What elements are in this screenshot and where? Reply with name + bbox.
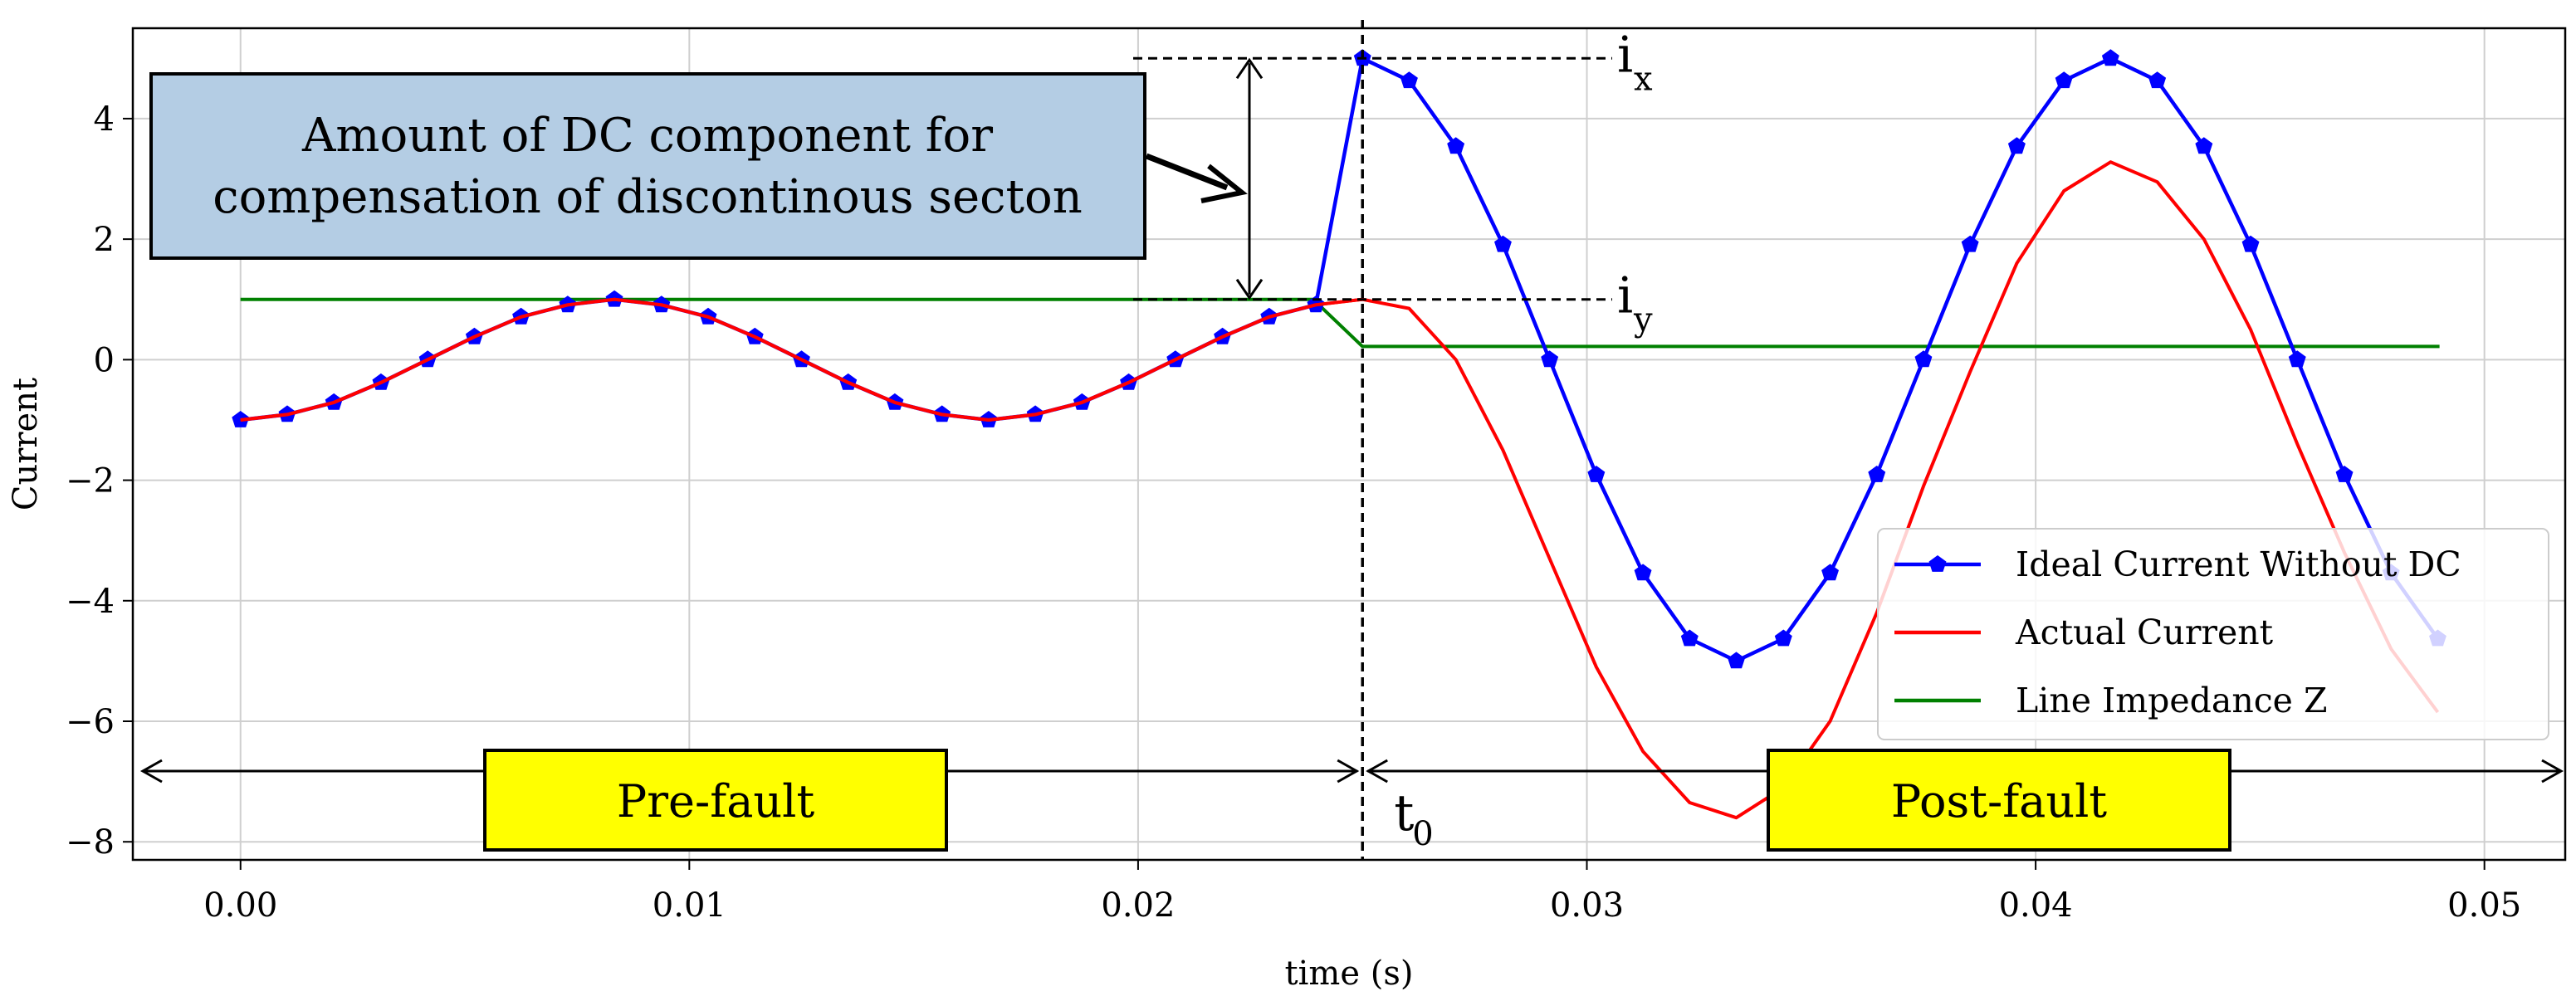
x-tick-label: 0.05 [2447, 886, 2521, 925]
x-tick-label: 0.00 [203, 886, 277, 925]
actual-current-overlay-line [240, 297, 1363, 422]
y-axis-title: Current [7, 378, 45, 510]
ideal-current-without-dc-marker [1914, 350, 1933, 368]
postfault-box [1767, 749, 2231, 852]
prefault-box [483, 749, 948, 852]
x-tick-label: 0.03 [1550, 886, 1624, 925]
x-tick-label: 0.01 [653, 886, 726, 925]
iy-subscript: y [1633, 301, 1653, 339]
line-impedance-z-line [240, 297, 2440, 349]
ideal-current-without-dc-marker [1728, 652, 1745, 669]
ix-subscript: x [1634, 60, 1653, 98]
ideal-current-without-dc-marker [2055, 71, 2073, 89]
dc-callout-line1: Amount of DC component for [301, 109, 993, 163]
ideal-current-without-dc-marker [1634, 564, 1652, 581]
ideal-current-without-dc-marker [1400, 71, 1418, 89]
legend: Ideal Current Without DC Actual Current Li… [1877, 528, 2549, 740]
ideal-current-without-dc-marker [2241, 235, 2260, 252]
x-tick-label: 0.02 [1101, 886, 1175, 925]
legend-ideal-current-without-dc-marker [1928, 555, 1947, 572]
ideal-current-without-dc-marker [1541, 350, 1559, 368]
y-tick-label: 4 [94, 100, 115, 139]
ideal-current-without-dc-marker [1494, 235, 1512, 252]
ideal-current-without-dc-marker [2007, 137, 2026, 154]
ideal-current-without-dc-marker [1680, 629, 1699, 647]
y-tick-label: 0 [94, 341, 115, 379]
ideal-current-without-dc-marker [1587, 466, 1606, 482]
y-tick-label: −2 [66, 462, 115, 500]
t0-subscript: 0 [1412, 815, 1433, 853]
y-tick-label: −4 [66, 583, 115, 621]
ideal-current-without-dc-marker [2288, 350, 2306, 368]
legend-box [1877, 528, 2549, 740]
ideal-current-without-dc-marker [1821, 564, 1839, 581]
x-tick-label: 0.04 [1999, 886, 2073, 925]
ix-label: i [1617, 26, 1633, 84]
annotation-layer: Amount of DC component for compensation o… [139, 20, 2564, 860]
ideal-current-without-dc-marker [1447, 137, 1465, 154]
dc-callout-pointer-head [1200, 164, 1248, 203]
y-tick-label: −8 [66, 823, 115, 862]
dc-amount-arrow-head-top [1235, 57, 1264, 80]
dc-callout-pointer [1145, 153, 1229, 191]
dc-callout-line2: compensation of discontinous secton [213, 170, 1083, 224]
t0-label: t [1394, 784, 1414, 842]
ideal-current-without-dc-marker [1774, 629, 1792, 647]
legend-ideal-current-without-dc-label: Ideal Current Without DC [2016, 544, 2461, 584]
legend-line-impedance-z-label: Line Impedance Z [2016, 681, 2327, 720]
legend-actual-current-label: Actual Current [2015, 613, 2274, 652]
dc-amount-arrow-head-bottom [1235, 278, 1264, 300]
y-tick-label: −6 [66, 703, 115, 741]
dc-callout-box [149, 72, 1146, 260]
prefault-label: Pre-fault [617, 775, 815, 828]
postfault-arrow-head-left [1366, 759, 1388, 784]
postfault-arrow-head-right [2541, 759, 2564, 784]
prefault-arrow-head-left [139, 759, 163, 784]
prefault-arrow-head-right [1337, 759, 1360, 784]
ideal-current-without-dc-marker [1961, 235, 1979, 252]
x-axis-title: time (s) [1285, 954, 1414, 993]
y-tick-label: 2 [94, 221, 115, 259]
ideal-current-without-dc-marker [2195, 137, 2213, 154]
ideal-current-without-dc-marker [2148, 71, 2167, 89]
plot-frame [131, 27, 2567, 862]
ideal-current-without-dc-marker [2101, 49, 2119, 66]
ideal-current-without-dc-marker [2335, 466, 2354, 482]
postfault-label: Post-fault [1891, 775, 2108, 828]
iy-label: i [1617, 267, 1633, 325]
axis-ticks: 0.00 0.01 0.02 0.03 0.04 0.05 −8 −6 −4 −2 0 2 4 [66, 100, 2521, 925]
ideal-current-without-dc-marker [1868, 466, 1886, 482]
series-layer [232, 49, 2446, 820]
